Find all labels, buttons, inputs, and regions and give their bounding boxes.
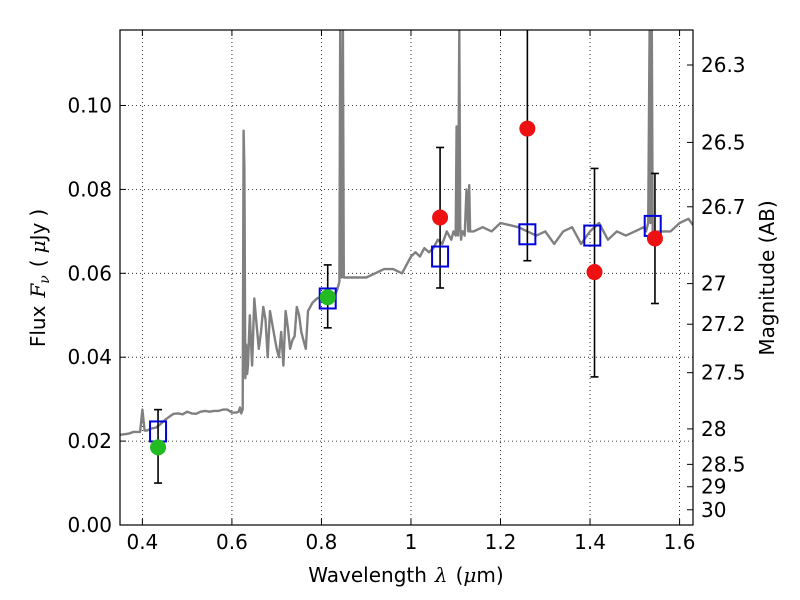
model-square xyxy=(431,245,450,268)
x-tick-label: 0.8 xyxy=(306,530,338,554)
observed-point xyxy=(519,120,536,137)
observed-photometry xyxy=(150,120,663,456)
grid xyxy=(120,30,693,526)
y-tick-label: 0.04 xyxy=(67,345,112,369)
y-tick-label: 0.00 xyxy=(67,513,112,537)
magnitude-tick-label: 26.5 xyxy=(701,130,746,154)
x-tick-label: 1 xyxy=(405,530,418,554)
x-tick-label: 1.6 xyxy=(664,530,696,554)
y-tick-label: 0.08 xyxy=(67,177,112,201)
y-tick-label: 0.10 xyxy=(67,94,112,118)
observed-point xyxy=(586,264,603,281)
model-square xyxy=(518,223,537,246)
magnitude-tick-label: 26.3 xyxy=(701,53,746,77)
x-tick-label: 0.4 xyxy=(126,530,158,554)
magnitude-axis-title: Magnitude (AB) xyxy=(755,200,779,355)
y-axis-title: FluxFν(μJy) xyxy=(26,209,53,347)
observed-point xyxy=(646,230,663,247)
magnitude-tick-label: 28.5 xyxy=(701,452,746,476)
magnitude-tick-label: 27.5 xyxy=(701,361,746,385)
magnitude-tick-label: 28 xyxy=(701,417,726,441)
observed-point xyxy=(319,289,336,306)
x-axis-title: Wavelength λ (μm) xyxy=(308,563,503,587)
model-square xyxy=(583,224,602,247)
y-tick-labels: 0.00 0.02 0.04 0.06 0.08 0.10 xyxy=(67,94,112,537)
model-photometry xyxy=(149,214,662,443)
magnitude-tick-label: 30 xyxy=(701,498,726,522)
magnitude-tick-label: 27 xyxy=(701,272,726,296)
y-tick-label: 0.02 xyxy=(67,429,112,453)
magnitude-tick-label: 27.2 xyxy=(701,312,746,336)
x-tick-label: 0.6 xyxy=(216,530,248,554)
observed-point xyxy=(432,209,449,226)
y-tick-label: 0.06 xyxy=(67,261,112,285)
plot-frame xyxy=(119,29,694,526)
magnitude-tick-label: 26.7 xyxy=(701,195,746,219)
x-tick-label: 1.2 xyxy=(485,530,517,554)
ticks xyxy=(120,30,693,526)
magnitude-tick-label: 29 xyxy=(701,475,726,499)
model-spectrum-line xyxy=(120,30,693,436)
x-tick-labels: 0.4 0.6 0.8 1 1.2 1.4 1.6 xyxy=(126,530,695,554)
x-tick-label: 1.4 xyxy=(574,530,606,554)
observed-point xyxy=(150,439,167,456)
model-square xyxy=(318,287,337,310)
